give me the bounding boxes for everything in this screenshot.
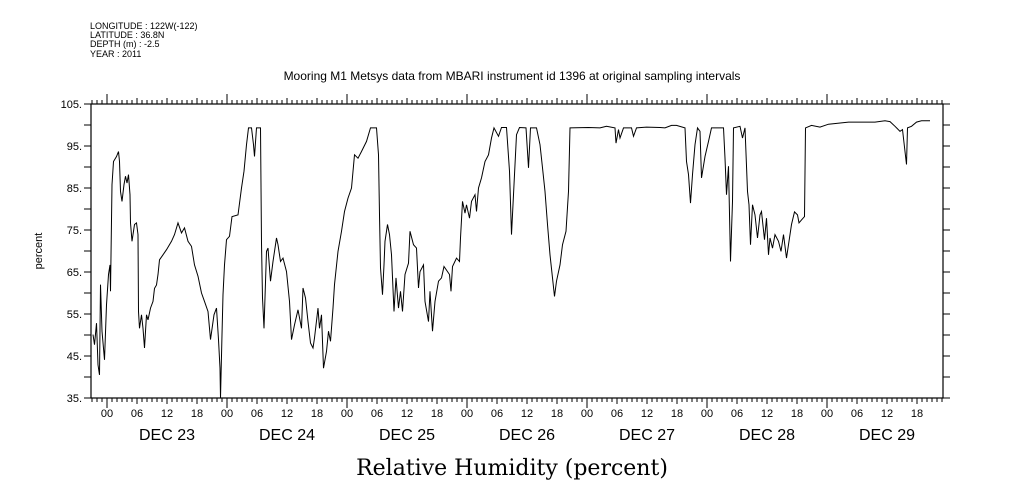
x-hour-label: 12 (641, 408, 653, 420)
y-tick-label: 55. (67, 309, 82, 321)
x-hour-label: 12 (161, 408, 173, 420)
depth-label: DEPTH (m) : -2.5 (90, 39, 160, 49)
y-tick-label: 65. (67, 267, 82, 279)
x-hour-label: 00 (581, 408, 593, 420)
y-tick-label: 45. (67, 351, 82, 363)
x-hour-label: 18 (671, 408, 683, 420)
x-hour-label: 06 (371, 408, 383, 420)
axes: 35. 45. 55. 65. 75. 85. 95. 105. 00 06 12 18 DEC 23 0… (61, 94, 950, 444)
y-tick-label: 35. (67, 393, 82, 405)
x-day-label: DEC 25 (379, 427, 435, 444)
year-label: YEAR : 2011 (90, 49, 141, 59)
x-hour-label: 12 (521, 408, 533, 420)
latitude-label: LATITUDE : 36.8N (90, 30, 164, 40)
x-day-label: DEC 24 (259, 427, 315, 444)
x-hour-label: 18 (431, 408, 443, 420)
x-hour-label: 18 (191, 408, 203, 420)
x-hour-label: 12 (281, 408, 293, 420)
x-hour-label: 06 (851, 408, 863, 420)
x-hour-label: 00 (821, 408, 833, 420)
x-hour-label: 06 (251, 408, 263, 420)
x-hour-label: 12 (761, 408, 773, 420)
x-day-label: DEC 27 (619, 427, 675, 444)
humidity-line (92, 120, 930, 399)
x-hour-label: 00 (701, 408, 713, 420)
x-hour-label: 18 (911, 408, 923, 420)
x-hour-label: 18 (311, 408, 323, 420)
x-day-label: DEC 23 (139, 427, 195, 444)
x-hour-label: 06 (731, 408, 743, 420)
y-tick-label: 95. (67, 141, 82, 153)
x-day-label: DEC 29 (859, 427, 915, 444)
x-day-label: DEC 26 (499, 427, 555, 444)
x-hour-label: 06 (611, 408, 623, 420)
x-hour-label: 12 (881, 408, 893, 420)
x-hour-label: 12 (401, 408, 413, 420)
x-hour-label: 00 (341, 408, 353, 420)
x-hour-label: 18 (791, 408, 803, 420)
x-axis-title: Relative Humidity (percent) (356, 456, 668, 481)
x-day-label: DEC 28 (739, 427, 795, 444)
chart-title: Mooring M1 Metsys data from MBARI instru… (284, 69, 741, 83)
x-hour-label: 00 (461, 408, 473, 420)
y-tick-label: 75. (67, 225, 82, 237)
y-tick-label: 105. (61, 99, 82, 111)
longitude-label: LONGITUDE : 122W(-122) (90, 21, 198, 31)
x-hour-label: 06 (131, 408, 143, 420)
y-axis-label: percent (33, 233, 45, 270)
x-hour-label: 06 (491, 408, 503, 420)
x-hour-label: 00 (101, 408, 113, 420)
x-hour-label: 00 (221, 408, 233, 420)
x-hour-label: 18 (551, 408, 563, 420)
y-tick-label: 85. (67, 183, 82, 195)
